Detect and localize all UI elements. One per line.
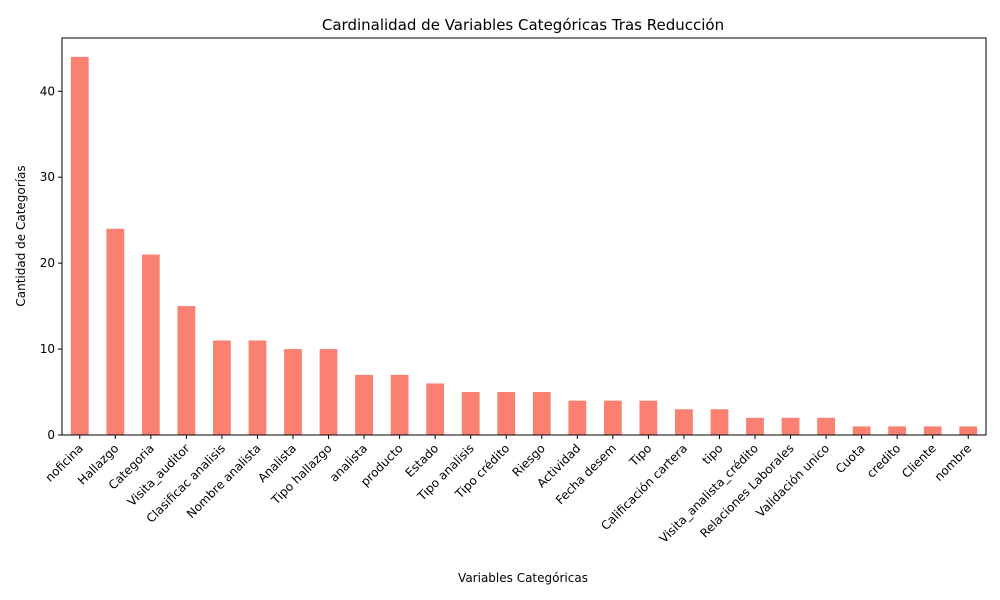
bar-20 bbox=[781, 417, 800, 435]
bar-19 bbox=[746, 417, 764, 435]
bar-9 bbox=[390, 374, 409, 435]
x-tick-label-18: tipo bbox=[699, 441, 725, 467]
y-tick-label-1: 10 bbox=[40, 342, 55, 356]
bar-1 bbox=[106, 228, 125, 435]
x-tick-label-23: credito bbox=[864, 441, 903, 480]
bar-3 bbox=[177, 306, 196, 435]
bar-14 bbox=[568, 400, 587, 435]
bar-0 bbox=[70, 56, 89, 436]
bar-16 bbox=[639, 400, 658, 435]
bar-8 bbox=[355, 374, 373, 435]
x-tick-label-25: nombre bbox=[932, 441, 975, 484]
y-tick-label-4: 40 bbox=[40, 84, 55, 98]
bar-25 bbox=[959, 426, 978, 435]
x-tick-label-3: Visita_auditor bbox=[125, 441, 193, 509]
bar-11 bbox=[461, 392, 480, 435]
chart-title: Cardinalidad de Variables Categóricas Tr… bbox=[322, 16, 724, 34]
bar-21 bbox=[817, 417, 835, 435]
bar-7 bbox=[319, 349, 338, 435]
bar-2 bbox=[141, 254, 160, 435]
bar-5 bbox=[248, 340, 267, 435]
bar-15 bbox=[603, 400, 622, 435]
bar-17 bbox=[675, 409, 693, 435]
bar-12 bbox=[497, 392, 516, 435]
x-tick-label-16: Tipo bbox=[626, 441, 654, 469]
y-tick-label-2: 20 bbox=[40, 256, 55, 270]
bar-13 bbox=[532, 392, 551, 435]
y-tick-label-3: 30 bbox=[40, 170, 55, 184]
bar-4 bbox=[213, 340, 231, 435]
bar-22 bbox=[852, 426, 871, 435]
y-tick-label-0: 0 bbox=[47, 428, 55, 442]
bar-10 bbox=[426, 383, 445, 435]
plot-area: noficinaHallazgoCategoriaVisita_auditorC… bbox=[40, 37, 987, 546]
bar-23 bbox=[888, 426, 907, 435]
bar-24 bbox=[923, 426, 942, 435]
y-axis-title: Cantidad de Categorías bbox=[14, 165, 28, 306]
x-axis-title: Variables Categóricas bbox=[458, 571, 588, 585]
bar-18 bbox=[710, 409, 729, 435]
bar-6 bbox=[284, 349, 302, 435]
plot-frame bbox=[61, 37, 987, 436]
x-tick-label-22: Cuota bbox=[833, 441, 868, 476]
